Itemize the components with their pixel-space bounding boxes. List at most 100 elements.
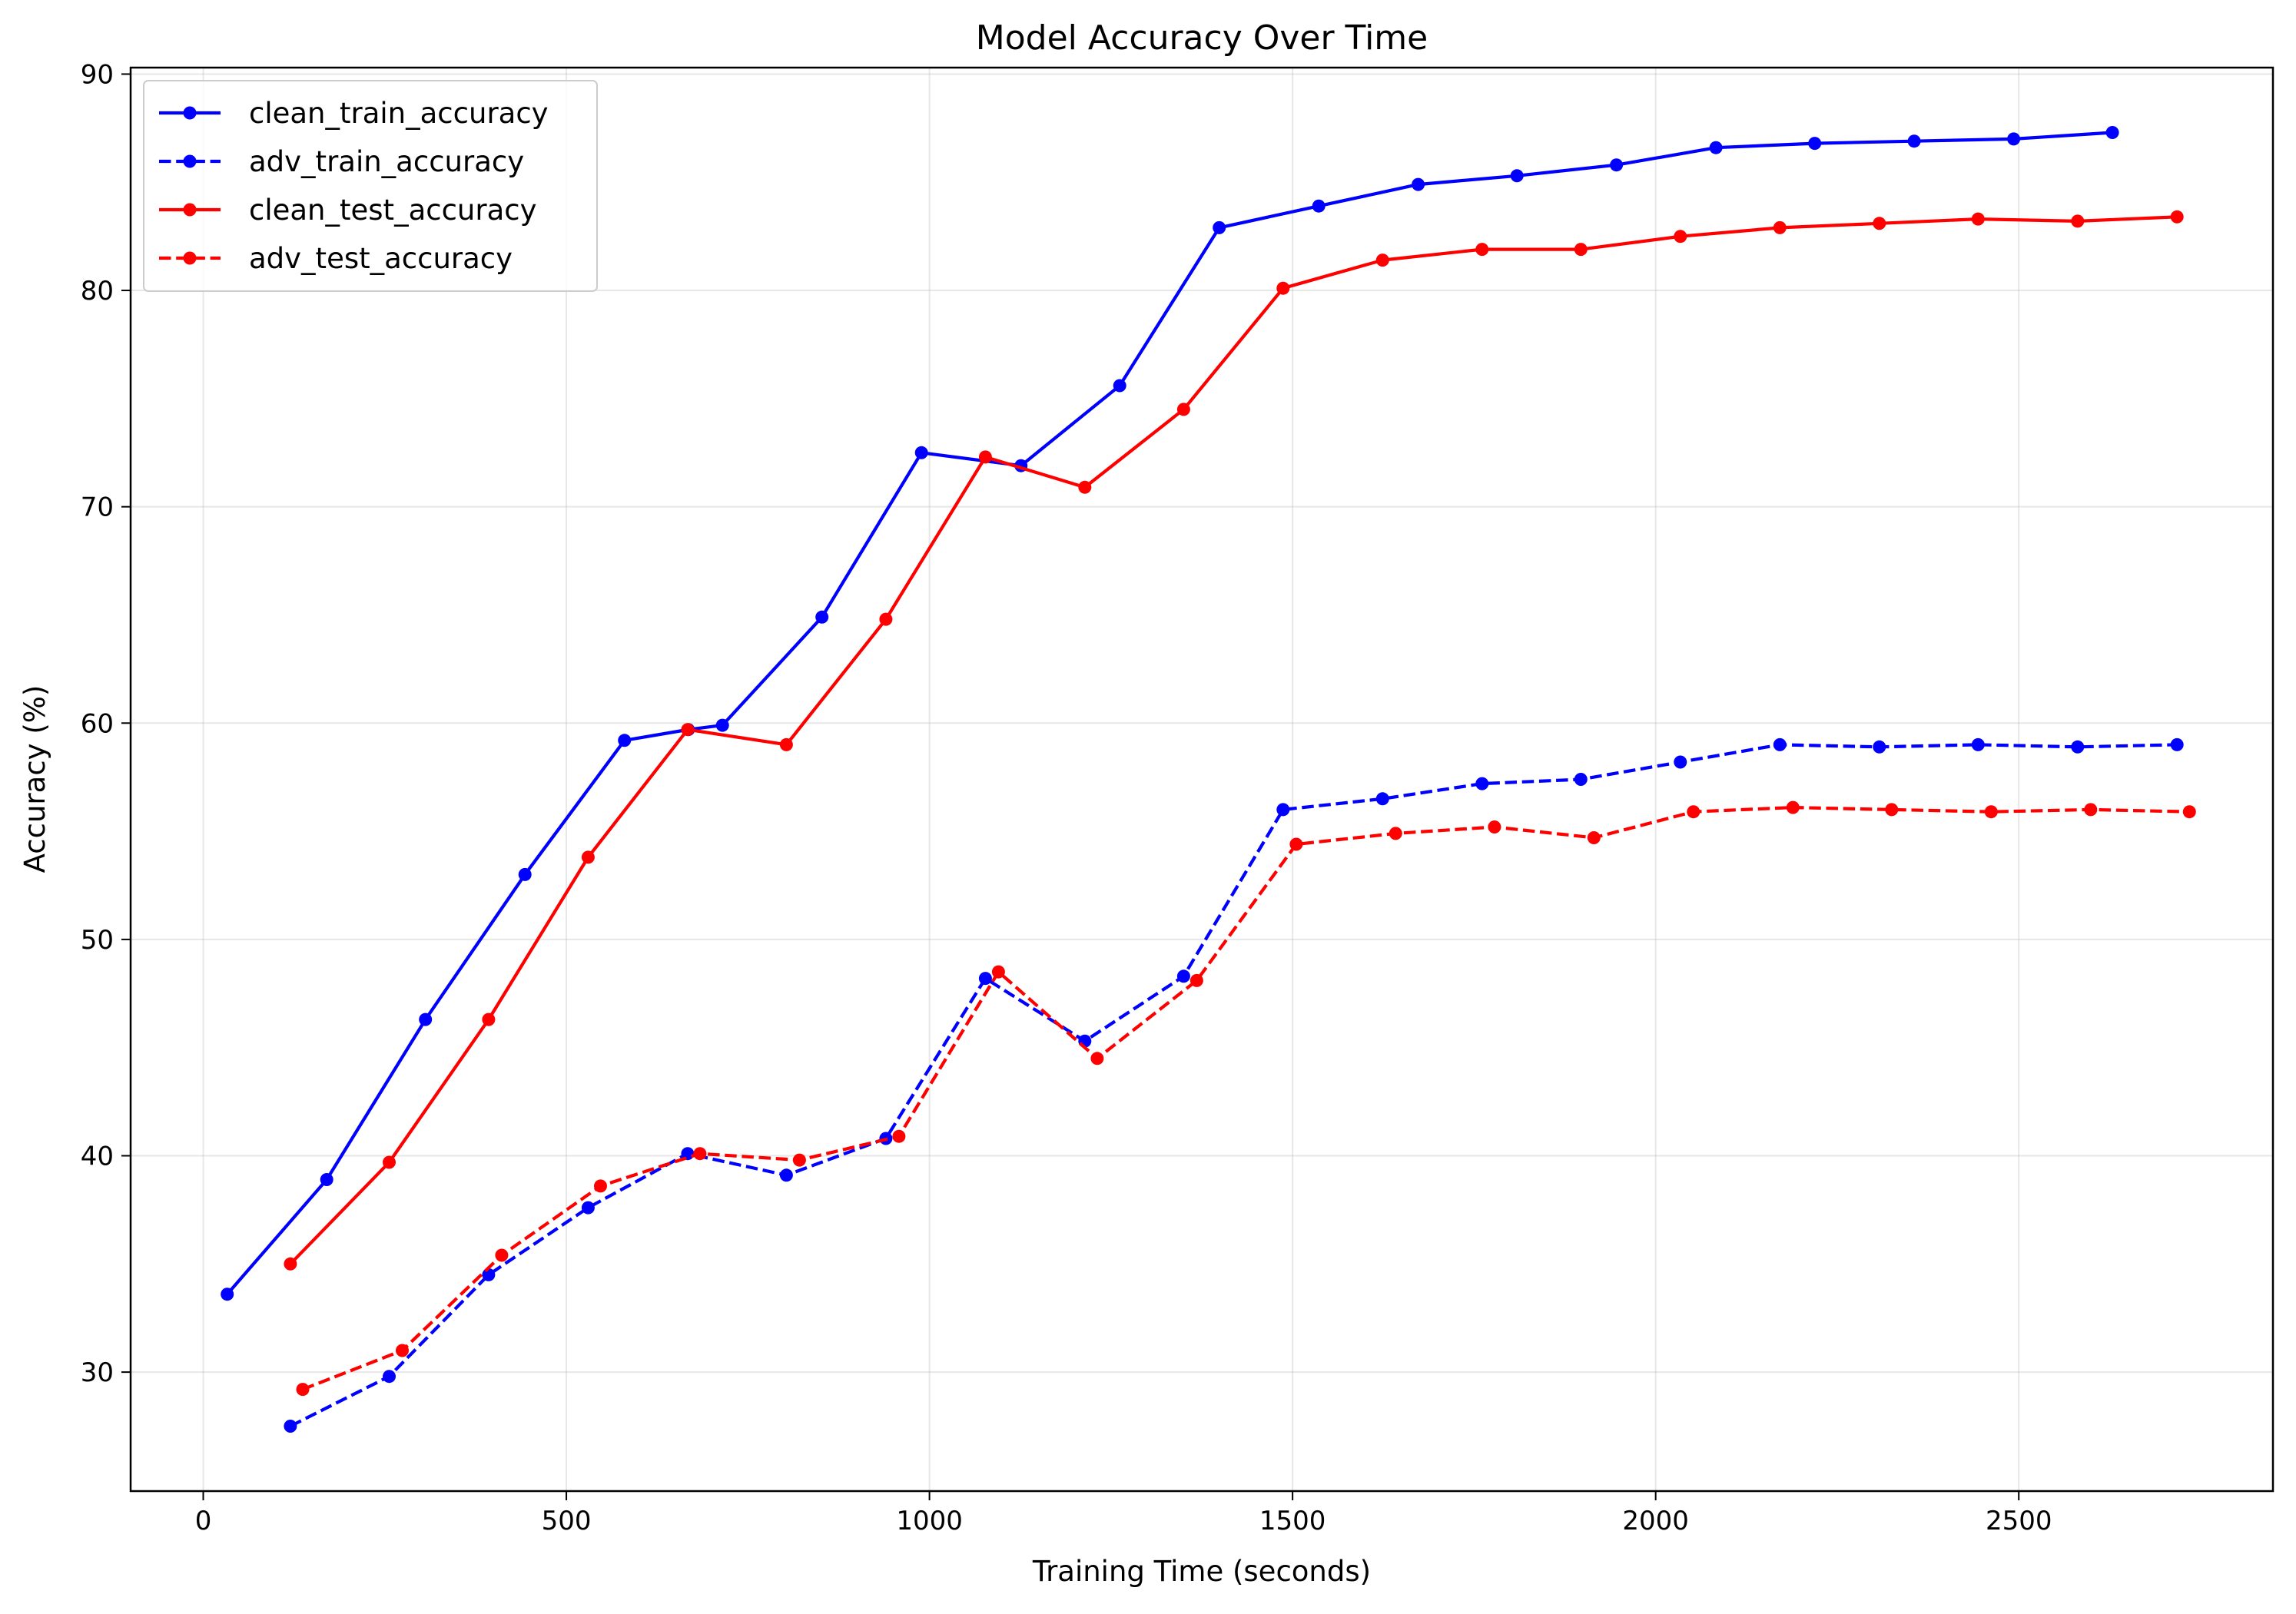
data-point [1687, 805, 1700, 819]
data-point [1276, 803, 1290, 817]
series-clean_train_accuracy [221, 126, 2119, 1301]
legend-label: adv_test_accuracy [249, 242, 513, 275]
data-point [1276, 281, 1290, 295]
data-point [1475, 777, 1489, 790]
series-adv_test_accuracy [296, 800, 2196, 1397]
data-point [1971, 737, 1985, 751]
legend-marker [183, 154, 197, 168]
data-point [1610, 158, 1624, 172]
data-point [2084, 803, 2098, 817]
y-tick-label: 30 [81, 1357, 114, 1388]
data-point [1375, 792, 1389, 806]
x-tick-label: 0 [195, 1506, 212, 1536]
data-point [284, 1420, 297, 1433]
data-point [618, 734, 632, 747]
data-point [1709, 141, 1723, 154]
data-point [693, 1147, 707, 1161]
legend-item: clean_train_accuracy [159, 97, 549, 130]
legend: clean_train_accuracy adv_train_accuracycl… [143, 80, 598, 292]
x-tick-label: 2000 [1622, 1506, 1689, 1536]
data-point [2007, 132, 2021, 146]
data-point [978, 972, 992, 986]
data-point [383, 1370, 396, 1384]
data-point [792, 1153, 806, 1167]
chart-title: Model Accuracy Over Time [976, 18, 1428, 58]
data-point [1674, 230, 1687, 244]
legend-marker [183, 203, 197, 217]
data-point [1312, 199, 1326, 213]
data-point [1885, 803, 1899, 817]
data-point [815, 610, 829, 624]
data-point [1389, 827, 1402, 840]
data-point [284, 1257, 297, 1271]
legend-box [143, 80, 598, 292]
data-point [396, 1344, 409, 1357]
data-point [715, 718, 729, 732]
data-point [1773, 220, 1787, 234]
data-point [779, 737, 793, 751]
grid [131, 68, 2273, 1491]
axis-ticks: 0 500 1000 1500 2000 2500 30 40 50 60 70 80 90 [81, 59, 2052, 1536]
data-point [594, 1179, 607, 1193]
legend-item: adv_test_accuracy [159, 242, 513, 275]
legend-marker [183, 251, 197, 265]
data-point [1510, 169, 1524, 183]
series-adv_train_accuracy [284, 737, 2184, 1433]
data-point [581, 1201, 595, 1215]
y-tick-label: 60 [81, 708, 114, 739]
data-point [1176, 969, 1190, 983]
y-tick-label: 70 [81, 492, 114, 523]
data-point [1907, 134, 1921, 148]
data-point [1213, 220, 1226, 234]
legend-item: clean_test_accuracy [159, 194, 537, 227]
data-point [914, 446, 928, 459]
data-point [482, 1268, 496, 1281]
data-point [2105, 126, 2119, 139]
y-tick-label: 40 [81, 1142, 114, 1172]
data-point [1873, 217, 1886, 230]
x-axis-label: Training Time (seconds) [1032, 1555, 1371, 1588]
legend-marker [183, 106, 197, 120]
data-point [383, 1155, 396, 1169]
legend-label: clean_test_accuracy [249, 194, 537, 227]
series-clean_test_accuracy [284, 210, 2184, 1271]
data-point [1189, 973, 1203, 987]
series-layer [221, 126, 2196, 1433]
data-point [1786, 800, 1800, 814]
data-point [495, 1248, 509, 1262]
data-point [221, 1288, 234, 1301]
x-tick-label: 500 [542, 1506, 592, 1536]
data-point [1289, 837, 1303, 851]
data-point [879, 612, 893, 626]
data-point [681, 1147, 695, 1161]
data-point [2071, 214, 2085, 228]
data-point [320, 1173, 333, 1186]
y-tick-label: 50 [81, 925, 114, 956]
data-point [1090, 1052, 1104, 1066]
series-line [289, 743, 2178, 1428]
data-point [1113, 379, 1126, 393]
data-point [1773, 737, 1787, 751]
data-point [1674, 755, 1687, 769]
data-point [1808, 137, 1822, 151]
series-line [289, 215, 2178, 1265]
data-point [1587, 831, 1601, 844]
y-tick-label: 80 [81, 276, 114, 307]
legend-label: adv_train_accuracy [249, 145, 524, 178]
data-point [2071, 740, 2085, 754]
data-point [1574, 773, 1588, 786]
data-point [681, 723, 695, 737]
data-point [2170, 210, 2184, 224]
data-point [581, 850, 595, 864]
x-tick-label: 2500 [1986, 1506, 2052, 1536]
plot-frame [129, 66, 2274, 1493]
data-point [1176, 403, 1190, 416]
data-point [518, 867, 532, 881]
data-point [2170, 737, 2184, 751]
data-point [1488, 820, 1501, 834]
data-point [296, 1383, 310, 1397]
data-point [892, 1129, 906, 1143]
data-point [978, 450, 992, 464]
